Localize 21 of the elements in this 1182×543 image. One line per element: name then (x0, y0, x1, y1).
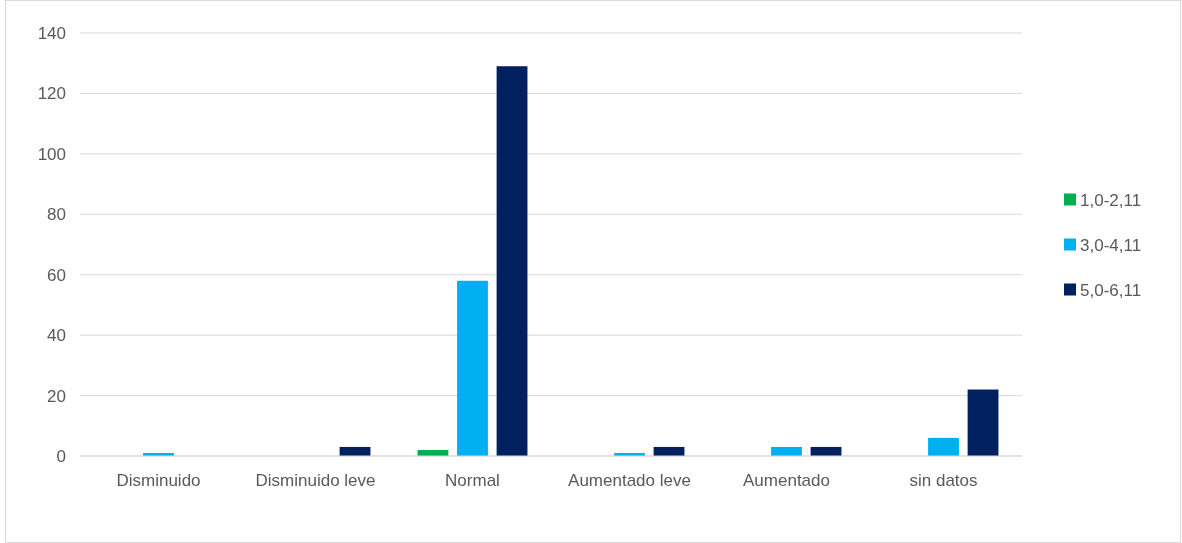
x-tick-label: Disminuido leve (255, 471, 376, 490)
y-tick-label: 60 (47, 265, 66, 285)
legend-label: 5,0-6,11 (1080, 280, 1142, 300)
x-tick-label: sin datos (909, 471, 978, 490)
bar (928, 437, 959, 456)
x-tick-label: Disminuido (116, 471, 201, 490)
bar (496, 66, 528, 456)
x-tick-label: Aumentado leve (568, 471, 691, 490)
bar (457, 280, 488, 456)
x-tick-label: Aumentado (743, 471, 830, 490)
y-tick-label: 100 (37, 144, 66, 164)
y-tick-label: 40 (47, 326, 66, 346)
y-tick-label: 0 (56, 446, 66, 466)
y-tick-label: 140 (37, 23, 66, 43)
legend-label: 1,0-2,11 (1080, 190, 1142, 210)
y-tick-label: 20 (47, 386, 66, 406)
y-tick-label: 120 (37, 84, 66, 104)
legend-label: 3,0-4,11 (1080, 235, 1142, 255)
bar (967, 389, 999, 456)
y-tick-label: 80 (47, 205, 66, 225)
x-tick-label: Normal (445, 471, 500, 490)
